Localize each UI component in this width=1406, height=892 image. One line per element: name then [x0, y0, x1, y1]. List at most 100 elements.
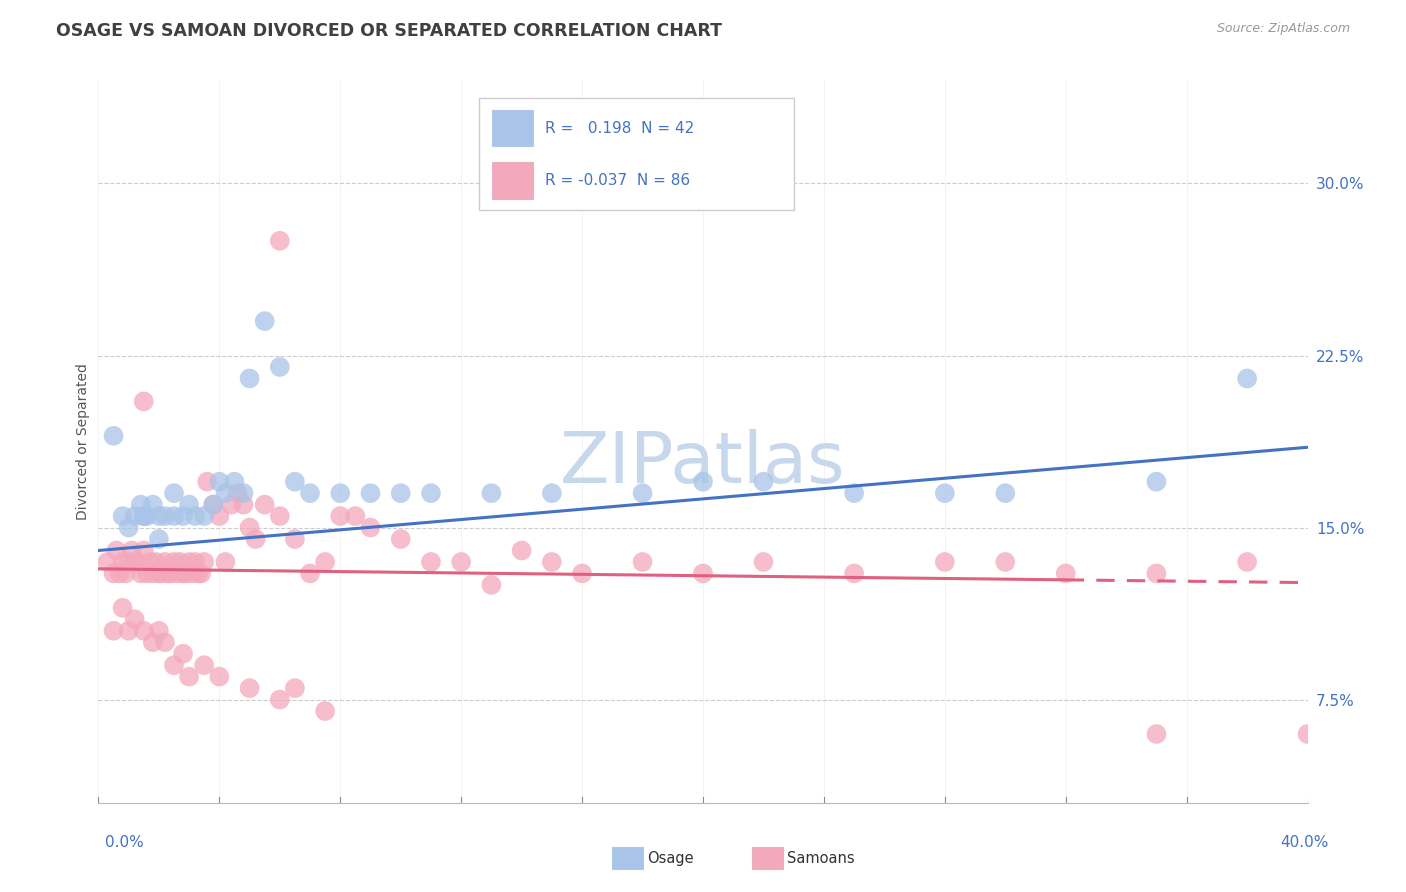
Point	[174, 566, 197, 581]
Point	[153, 555, 176, 569]
Point	[934, 555, 956, 569]
Point	[284, 532, 307, 546]
Point	[208, 509, 231, 524]
Point	[172, 566, 194, 581]
Point	[195, 475, 218, 489]
Point	[1054, 566, 1077, 581]
Point	[221, 498, 243, 512]
Point	[481, 486, 503, 500]
Point	[132, 509, 155, 524]
Point	[844, 486, 866, 500]
Point	[226, 486, 249, 500]
Point	[111, 555, 134, 569]
Point	[150, 566, 173, 581]
Point	[179, 670, 201, 684]
Point	[163, 658, 186, 673]
Point	[111, 509, 134, 524]
Point	[232, 486, 254, 500]
Point	[1236, 555, 1258, 569]
Point	[994, 555, 1017, 569]
Point	[132, 543, 155, 558]
Point	[420, 555, 443, 569]
Point	[284, 475, 307, 489]
Point	[450, 555, 472, 569]
Point	[299, 566, 322, 581]
Point	[139, 555, 162, 569]
Point	[314, 704, 336, 718]
Point	[253, 314, 276, 328]
Point	[1296, 727, 1319, 741]
Text: Samoans: Samoans	[787, 851, 855, 865]
Point	[269, 509, 291, 524]
Point	[389, 486, 412, 500]
Point	[184, 509, 207, 524]
Point	[420, 486, 443, 500]
Point	[166, 566, 188, 581]
Point	[103, 429, 125, 443]
Point	[239, 520, 262, 534]
Point	[172, 509, 194, 524]
Point	[481, 578, 503, 592]
Point	[103, 566, 125, 581]
Point	[132, 624, 155, 638]
Point	[118, 624, 141, 638]
Text: 40.0%: 40.0%	[1281, 836, 1329, 850]
Text: OSAGE VS SAMOAN DIVORCED OR SEPARATED CORRELATION CHART: OSAGE VS SAMOAN DIVORCED OR SEPARATED CO…	[56, 22, 723, 40]
Point	[163, 509, 186, 524]
Point	[232, 498, 254, 512]
Y-axis label: Divorced or Separated: Divorced or Separated	[76, 363, 90, 520]
Point	[148, 624, 170, 638]
Point	[329, 486, 352, 500]
Point	[692, 566, 714, 581]
Text: Osage: Osage	[647, 851, 693, 865]
Point	[752, 475, 775, 489]
Point	[239, 371, 262, 385]
Point	[752, 555, 775, 569]
Point	[214, 555, 236, 569]
Point	[540, 555, 562, 569]
Point	[127, 555, 149, 569]
Point	[269, 359, 291, 374]
Point	[179, 498, 201, 512]
Point	[187, 566, 209, 581]
Point	[208, 475, 231, 489]
Point	[692, 475, 714, 489]
Point	[631, 555, 654, 569]
Point	[314, 555, 336, 569]
Point	[360, 486, 382, 500]
Point	[269, 234, 291, 248]
Point	[129, 566, 152, 581]
Text: Source: ZipAtlas.com: Source: ZipAtlas.com	[1216, 22, 1350, 36]
Point	[202, 498, 225, 512]
Text: ZIPatlas: ZIPatlas	[560, 429, 846, 498]
Point	[193, 658, 215, 673]
Point	[105, 543, 128, 558]
Point	[129, 498, 152, 512]
Point	[190, 566, 212, 581]
Point	[540, 486, 562, 500]
Point	[169, 555, 191, 569]
Point	[631, 486, 654, 500]
Point	[934, 486, 956, 500]
Point	[121, 543, 143, 558]
Point	[184, 555, 207, 569]
Point	[142, 566, 165, 581]
Point	[245, 532, 267, 546]
Point	[118, 555, 141, 569]
Point	[142, 635, 165, 649]
Point	[224, 475, 246, 489]
Point	[1144, 475, 1167, 489]
Point	[253, 498, 276, 512]
Point	[142, 498, 165, 512]
Point	[132, 394, 155, 409]
Point	[344, 509, 367, 524]
Point	[994, 486, 1017, 500]
Point	[124, 612, 146, 626]
Point	[1144, 566, 1167, 581]
Point	[145, 555, 167, 569]
Point	[111, 600, 134, 615]
Point	[148, 566, 170, 581]
Point	[96, 555, 118, 569]
Point	[124, 555, 146, 569]
Point	[269, 692, 291, 706]
